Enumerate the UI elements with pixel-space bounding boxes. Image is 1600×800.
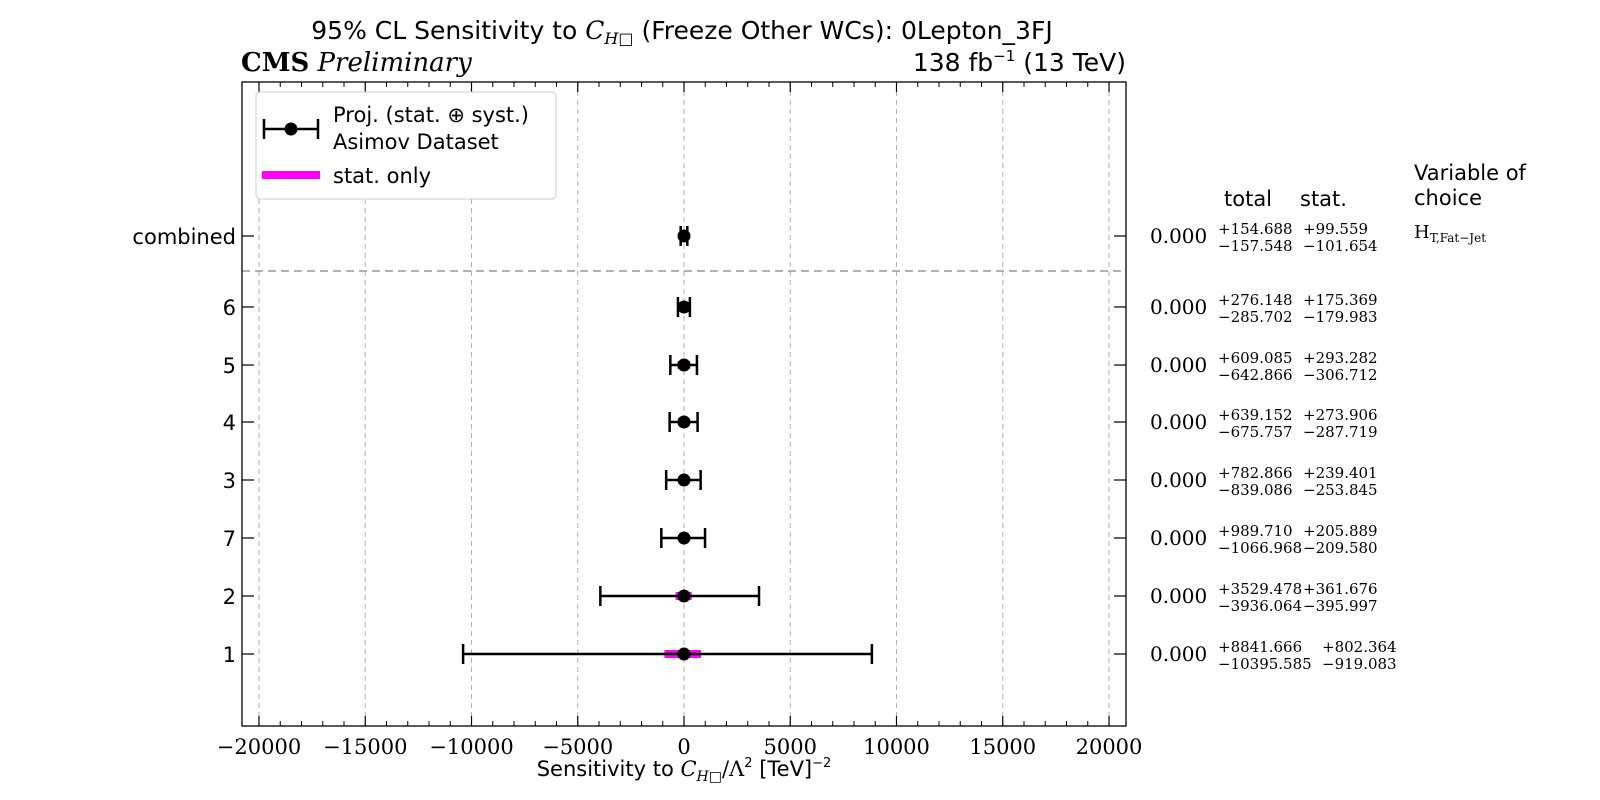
stat-up-value: +99.559 [1303,220,1368,238]
total-down-value: −642.866 [1218,366,1293,384]
total-up-value: +276.148 [1218,291,1293,309]
y-tick-label: 6 [223,296,236,320]
total-up-value: +3529.478 [1218,580,1302,598]
central-value: 0.000 [1150,295,1207,319]
stat-down-value: −101.654 [1303,237,1378,255]
y-tick-label: 7 [223,527,236,551]
central-point [677,473,691,487]
central-point [677,358,691,372]
central-value: 0.000 [1150,642,1207,666]
total-up-value: +609.085 [1218,349,1293,367]
total-down-value: −1066.968 [1218,539,1302,557]
total-up-value: +639.152 [1218,406,1293,424]
y-tick-label: 4 [223,411,236,435]
x-tick-label: −20000 [217,735,301,759]
stat-down-value: −306.712 [1303,366,1378,384]
variable-of-choice: HT,Fat−Jet [1414,222,1486,245]
x-tick-label: −5000 [542,735,613,759]
y-tick-label: 1 [223,643,236,667]
y-tick-label: 5 [223,354,236,378]
legend-total-marker [262,119,320,139]
y-tick-label: 3 [223,469,236,493]
x-tick-label: 10000 [863,735,930,759]
x-tick-label: −10000 [429,735,513,759]
stat-up-value: +802.364 [1322,638,1397,656]
central-value: 0.000 [1150,410,1207,434]
stat-down-value: −179.983 [1303,308,1378,326]
header-total: total [1224,187,1272,211]
total-down-value: −839.086 [1218,481,1293,499]
total-down-value: −10395.585 [1218,655,1312,673]
legend-box [255,91,557,200]
x-tick-label: 15000 [969,735,1036,759]
stat-down-value: −919.083 [1322,655,1397,673]
total-up-value: +782.866 [1218,464,1293,482]
y-tick-label: combined [132,225,236,249]
stat-down-value: −253.845 [1303,481,1378,499]
x-tick-label: 5000 [764,735,817,759]
experiment-label: CMS Preliminary [241,48,472,78]
legend: Proj. (stat. ⊕ syst.) Asimov Dataset sta… [255,91,557,200]
central-point [677,531,691,545]
stat-up-value: +361.676 [1303,580,1378,598]
total-up-value: +989.710 [1218,522,1293,540]
total-down-value: −675.757 [1218,423,1293,441]
central-value: 0.000 [1150,353,1207,377]
central-point [677,229,691,243]
central-point [677,647,691,661]
stat-up-value: +273.906 [1303,406,1378,424]
chart-title: 95% CL Sensitivity to CH□ (Freeze Other … [311,16,1052,48]
header-variable-line2: choice [1414,186,1482,210]
total-down-value: −285.702 [1218,308,1293,326]
total-down-value: −157.548 [1218,237,1293,255]
y-tick-labels: combined 6 5 4 3 7 2 1 [132,225,236,667]
total-down-value: −3936.064 [1218,597,1302,615]
central-value: 0.000 [1150,468,1207,492]
legend-stat-label: stat. only [333,164,431,188]
stat-up-value: +205.889 [1303,522,1378,540]
header-variable-line1: Variable of [1414,161,1527,185]
total-up-value: +154.688 [1218,220,1293,238]
legend-total-label-line2: Asimov Dataset [333,130,499,154]
tick-layer [242,82,1126,726]
x-tick-label: −15000 [323,735,407,759]
total-up-value: +8841.666 [1218,638,1302,656]
central-point [677,300,691,314]
central-point [677,589,691,603]
x-tick-label: 0 [677,735,690,759]
x-tick-labels: −20000 −15000 −10000 −5000 0 5000 10000 15000 20… [217,735,1143,759]
central-value: 0.000 [1150,526,1207,550]
stat-up-value: +175.369 [1303,291,1378,309]
marks-layer [461,226,874,664]
legend-total-label-line1: Proj. (stat. ⊕ syst.) [333,103,529,127]
central-point [677,415,691,429]
x-axis-label: Sensitivity to CH□/Λ2 [TeV]−2 [537,756,832,785]
y-tick-label: 2 [223,585,236,609]
values-table: 0.000 +154.688−157.548 +99.559−101.654 0.00… [1150,220,1397,673]
lumi-label: 138 fb−1 (13 TeV) [913,47,1126,77]
stat-up-value: +239.401 [1303,464,1378,482]
stat-down-value: −395.997 [1303,597,1378,615]
stat-down-value: −209.580 [1303,539,1378,557]
central-value: 0.000 [1150,224,1207,248]
x-tick-label: 20000 [1076,735,1143,759]
stat-down-value: −287.719 [1303,423,1378,441]
stat-up-value: +293.282 [1303,349,1378,367]
central-value: 0.000 [1150,584,1207,608]
header-stat: stat. [1300,187,1347,211]
